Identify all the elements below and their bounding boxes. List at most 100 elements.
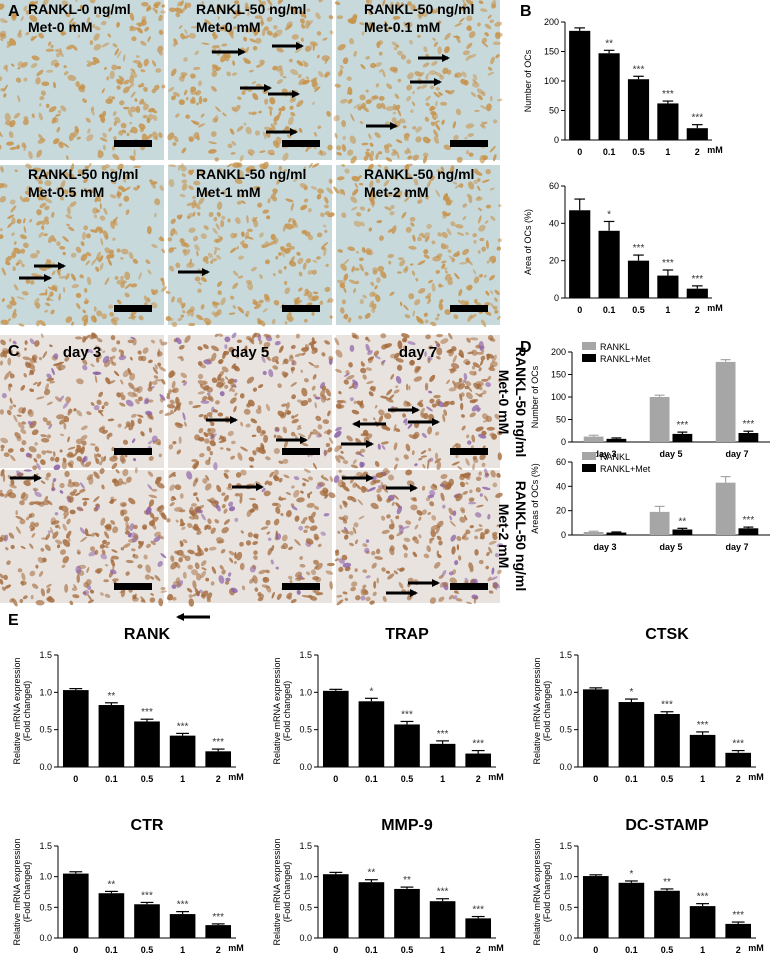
x-tick-label: 2 bbox=[695, 147, 700, 157]
cell bbox=[459, 378, 463, 383]
column-header: day 7 bbox=[399, 344, 437, 361]
significance: *** bbox=[633, 243, 645, 254]
legend-label: RANKL bbox=[600, 452, 630, 462]
bar bbox=[690, 906, 716, 938]
bar bbox=[465, 918, 491, 938]
panel-label: A bbox=[8, 3, 20, 20]
panel-label: B bbox=[520, 3, 532, 20]
x-unit: mM bbox=[707, 145, 723, 155]
bar bbox=[584, 532, 604, 535]
significance: *** bbox=[691, 113, 703, 124]
x-tick-label: 0.1 bbox=[365, 774, 378, 784]
bar bbox=[690, 735, 716, 767]
image-caption: Met-0.5 mM bbox=[28, 184, 104, 200]
significance: *** bbox=[212, 737, 224, 748]
bar bbox=[657, 276, 678, 298]
bar bbox=[134, 721, 160, 767]
bar bbox=[63, 874, 89, 938]
significance: *** bbox=[472, 905, 484, 916]
y-tick-label: 1.0 bbox=[39, 872, 52, 882]
y-tick-label: 40 bbox=[549, 218, 559, 228]
cell bbox=[132, 597, 139, 602]
cell bbox=[474, 536, 478, 540]
x-tick-label: 0.5 bbox=[141, 945, 154, 955]
y-tick-label: 40 bbox=[556, 481, 566, 491]
x-unit: mM bbox=[748, 943, 764, 953]
x-unit: mM bbox=[748, 772, 764, 782]
bar bbox=[606, 533, 626, 535]
x-tick-label: 1 bbox=[180, 774, 185, 784]
y-tick-label: 0.0 bbox=[559, 762, 572, 772]
image-caption: RANKL-50 ng/ml bbox=[364, 1, 474, 17]
bar bbox=[583, 689, 609, 767]
x-tick-label: 0.1 bbox=[625, 774, 638, 784]
bar bbox=[619, 702, 645, 767]
y-tick-label: 1.5 bbox=[559, 841, 572, 851]
y-tick-label: 150 bbox=[551, 370, 566, 380]
bar bbox=[619, 883, 645, 938]
y-axis-label: Areas of OCs (%) bbox=[530, 463, 540, 534]
significance: ** bbox=[678, 516, 686, 527]
y-axis-label: Number of OCs bbox=[523, 49, 533, 112]
x-tick-label: 0.5 bbox=[661, 945, 674, 955]
column-header: day 3 bbox=[63, 344, 101, 361]
x-tick-label: 0.1 bbox=[365, 945, 378, 955]
cell bbox=[97, 569, 101, 574]
y-axis-label: Number of OCs bbox=[530, 365, 540, 428]
x-tick-label: 2 bbox=[476, 945, 481, 955]
bar bbox=[725, 753, 751, 767]
x-tick-label: day 7 bbox=[725, 449, 748, 459]
significance: *** bbox=[177, 900, 189, 911]
chart-title: CTR bbox=[131, 817, 164, 834]
bar bbox=[323, 874, 349, 938]
x-tick-label: day 3 bbox=[593, 542, 616, 552]
legend-swatch bbox=[582, 342, 596, 350]
legend-swatch bbox=[582, 452, 596, 460]
y-axis-label: (Fold changed) bbox=[282, 862, 292, 923]
bar bbox=[599, 231, 620, 298]
significance: * bbox=[607, 209, 611, 220]
chart-title: DC-STAMP bbox=[625, 817, 709, 834]
bar bbox=[394, 724, 420, 767]
y-tick-label: 1.5 bbox=[559, 650, 572, 660]
bar bbox=[584, 437, 604, 442]
significance: *** bbox=[662, 89, 674, 100]
chart-title: CTSK bbox=[645, 626, 689, 643]
significance: *** bbox=[401, 709, 413, 720]
cell bbox=[253, 533, 259, 538]
image-caption: RANKL-0 ng/ml bbox=[28, 1, 131, 17]
significance: ** bbox=[108, 691, 116, 702]
significance: *** bbox=[141, 890, 153, 901]
y-tick-label: 0.5 bbox=[299, 902, 312, 912]
y-axis-label: Relative mRNA expression bbox=[12, 838, 22, 945]
significance: *** bbox=[697, 720, 709, 731]
cell bbox=[180, 493, 184, 499]
scale-bar bbox=[282, 140, 320, 147]
x-tick-label: 1 bbox=[665, 305, 670, 315]
y-tick-label: 0.0 bbox=[299, 933, 312, 943]
scale-bar bbox=[114, 448, 152, 455]
column-header: day 5 bbox=[231, 344, 269, 361]
legend-label: RANKL+Met bbox=[600, 464, 651, 474]
scale-bar bbox=[282, 583, 320, 590]
x-tick-label: 0 bbox=[73, 945, 78, 955]
row-label: Met-2 mM bbox=[496, 504, 512, 569]
bar bbox=[569, 210, 590, 298]
x-tick-label: 2 bbox=[736, 774, 741, 784]
y-tick-label: 0.5 bbox=[39, 725, 52, 735]
significance: * bbox=[629, 869, 633, 880]
micrographs bbox=[0, 0, 504, 607]
scale-bar bbox=[450, 305, 488, 312]
x-unit: mM bbox=[707, 303, 723, 313]
bar bbox=[170, 736, 196, 767]
significance: *** bbox=[662, 258, 674, 269]
x-unit: mM bbox=[228, 943, 244, 953]
image-caption: Met-2 mM bbox=[364, 184, 429, 200]
bar bbox=[205, 751, 231, 767]
x-tick-label: 1 bbox=[440, 774, 445, 784]
bar bbox=[657, 103, 678, 140]
bar bbox=[430, 744, 456, 767]
chart-title: TRAP bbox=[385, 626, 429, 643]
y-tick-label: 20 bbox=[556, 506, 566, 516]
